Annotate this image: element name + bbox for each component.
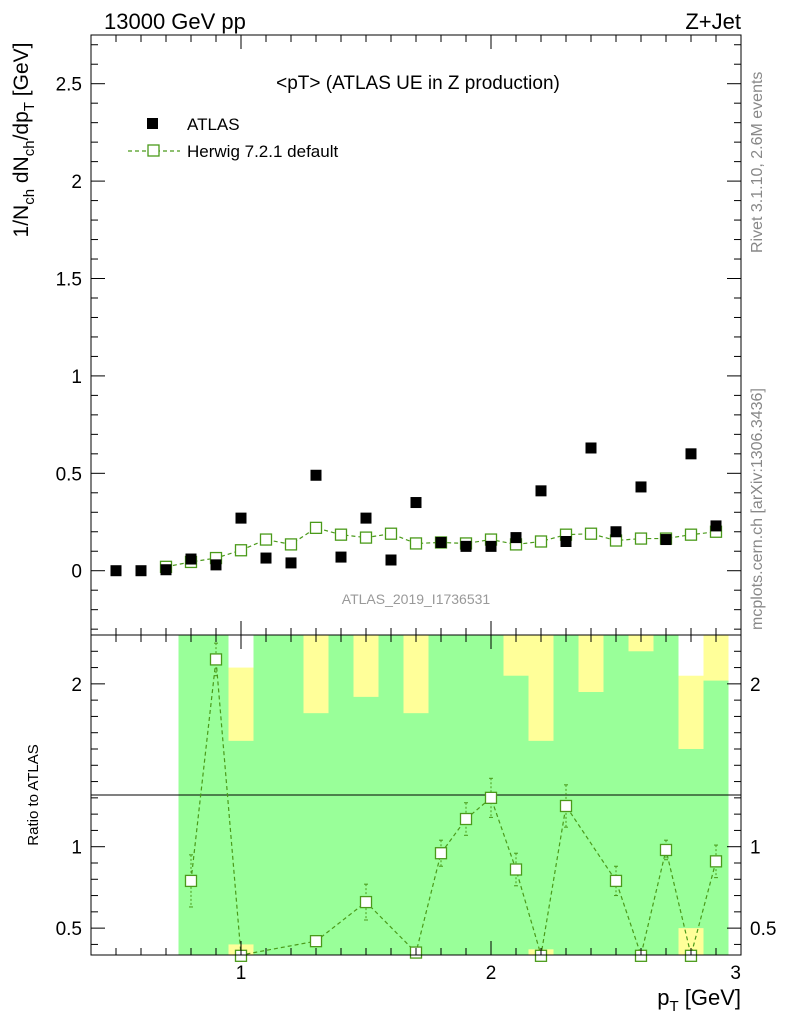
ratio-y-tick-label-right: 2 xyxy=(750,675,761,696)
ratio-point xyxy=(484,791,498,804)
ratio-point xyxy=(609,874,623,888)
ratio-band-inner xyxy=(228,740,254,945)
data-point xyxy=(310,469,322,481)
x-axis-label: pT [GeV] xyxy=(657,985,741,1015)
data-point xyxy=(160,564,172,576)
ratio-point xyxy=(209,653,223,666)
main-title: <pT> (ATLAS UE in Z production) xyxy=(276,73,560,94)
ratio-point xyxy=(659,843,673,857)
data-point xyxy=(460,540,472,552)
ratio-band-inner xyxy=(628,651,654,955)
data-point xyxy=(335,551,347,563)
ratio-band-inner xyxy=(678,748,704,929)
mc-point xyxy=(584,527,598,540)
ratio-point xyxy=(434,847,448,860)
ratio-y-tick-label-left: 1 xyxy=(71,838,82,859)
ratio-band-inner xyxy=(578,691,604,955)
main-y-tick-label: 0 xyxy=(71,562,82,583)
main-y-tick-label: 2 xyxy=(71,172,82,193)
ratio-point xyxy=(459,812,473,826)
ratio-y-axis-label: Ratio to ATLAS xyxy=(25,744,42,845)
ratio-point xyxy=(559,799,573,813)
legend-mc-label: Herwig 7.2.1 default xyxy=(187,142,338,161)
ratio-point xyxy=(709,855,723,868)
legend: ATLAS Herwig 7.2.1 default xyxy=(128,115,338,161)
ratio-y-tick-label-right: 0.5 xyxy=(750,919,776,940)
data-point xyxy=(510,532,522,544)
main-y-tick-label: 0.5 xyxy=(56,464,82,485)
data-point xyxy=(360,512,372,524)
data-point xyxy=(410,497,422,509)
ratio-point xyxy=(309,935,323,948)
mc-point xyxy=(259,533,273,546)
mc-point xyxy=(534,535,548,548)
mc-point xyxy=(634,532,648,545)
main-marks xyxy=(110,442,723,577)
ratio-band-inner xyxy=(703,680,729,955)
data-point xyxy=(210,559,222,571)
ratio-panel: 0.5 0.5 1 1 2 2 1 2 3 Ratio to ATLAS pT [GeV] xyxy=(25,634,776,1015)
data-point xyxy=(435,536,447,548)
main-y-tick-label: 2.5 xyxy=(56,75,82,96)
ratio-point xyxy=(509,863,523,876)
mc-point xyxy=(334,528,348,541)
data-point xyxy=(485,540,497,552)
mc-point xyxy=(309,521,323,535)
ratio-band-inner xyxy=(353,696,379,955)
main-y-axis-label: 1/Nch dNch/dpT [GeV] xyxy=(10,43,38,238)
mc-point xyxy=(684,528,698,541)
data-point xyxy=(635,481,647,493)
data-point xyxy=(610,526,622,538)
data-point xyxy=(560,535,572,547)
ratio-point xyxy=(184,874,198,888)
main-ticks: 0 0.5 1 1.5 2 2.5 xyxy=(56,35,742,635)
header-right-label: Z+Jet xyxy=(685,9,741,34)
ratio-y-tick-label-right: 1 xyxy=(750,838,761,859)
ratio-band-inner xyxy=(403,713,429,955)
x-tick-label: 2 xyxy=(486,963,497,984)
data-point xyxy=(710,520,722,532)
data-point xyxy=(585,442,597,454)
data-point xyxy=(285,557,297,569)
ratio-series-line xyxy=(190,659,717,958)
data-point xyxy=(260,552,272,564)
data-point xyxy=(235,512,247,524)
header-left-label: 13000 GeV pp xyxy=(104,9,246,34)
mc-point xyxy=(384,527,398,540)
data-point xyxy=(185,553,197,565)
x-tick-label: 1 xyxy=(236,963,247,984)
mc-point xyxy=(359,531,373,544)
legend-data-marker xyxy=(147,118,158,129)
main-y-tick-label: 1 xyxy=(71,367,82,388)
x-tick-label: 3 xyxy=(730,963,741,984)
data-point xyxy=(535,485,547,497)
data-point xyxy=(135,565,147,577)
ratio-band-inner xyxy=(528,740,554,950)
ratio-point xyxy=(359,895,373,909)
legend-mc-marker xyxy=(147,144,160,157)
legend-data-label: ATLAS xyxy=(187,115,240,134)
ratio-y-tick-label-left: 2 xyxy=(71,675,82,696)
data-point xyxy=(660,534,672,546)
ratio-band-inner xyxy=(503,675,529,955)
mc-point xyxy=(234,544,248,557)
main-panel: 0 0.5 1 1.5 2 2.5 <pT> (ATLAS UE in Z product… xyxy=(10,34,742,636)
ratio-ticks: 0.5 0.5 1 1 2 2 1 2 3 xyxy=(56,635,776,984)
ratio-y-tick-label-left: 0.5 xyxy=(56,919,82,940)
mc-point xyxy=(409,537,423,550)
main-y-tick-label: 1.5 xyxy=(56,270,82,291)
analysis-label: ATLAS_2019_I1736531 xyxy=(342,591,491,607)
ratio-band-inner xyxy=(303,713,329,955)
mc-point xyxy=(284,538,298,551)
rivet-version-label: Rivet 3.1.10, 2.6M events xyxy=(749,72,766,253)
data-point xyxy=(385,554,397,566)
data-point xyxy=(110,565,122,577)
mcplots-label: mcplots.cern.ch [arXiv:1306.3436] xyxy=(749,388,766,630)
data-point xyxy=(685,448,697,460)
